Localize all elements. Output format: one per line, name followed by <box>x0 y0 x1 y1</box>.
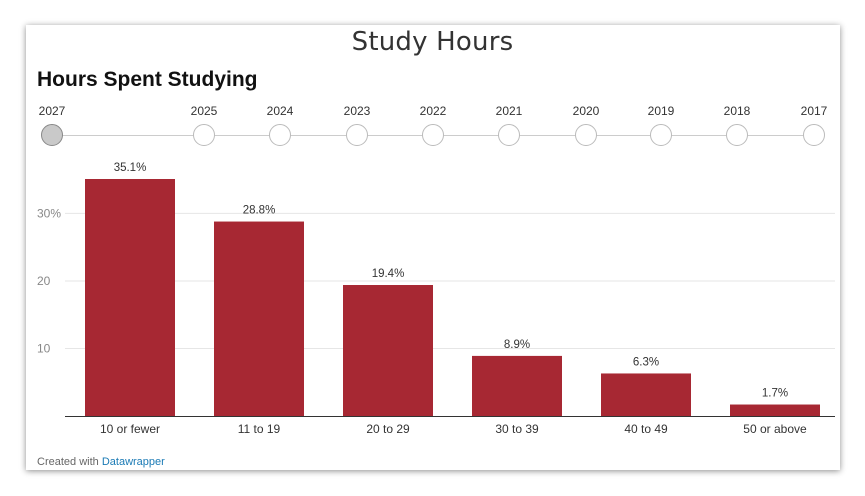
timeline-year-label-2021: 2021 <box>495 104 523 118</box>
timeline-year-label-2022: 2022 <box>419 104 447 118</box>
timeline-year-label-2018: 2018 <box>723 104 751 118</box>
timeline-dot-2022[interactable] <box>422 124 444 146</box>
timeline-dot-2023[interactable] <box>346 124 368 146</box>
timeline-year-label-2019: 2019 <box>647 104 675 118</box>
timeline-dot-2021[interactable] <box>498 124 520 146</box>
y-tick-label-30: 30% <box>37 206 61 220</box>
timeline-year-label-2025: 2025 <box>190 104 218 118</box>
value-label-2: 19.4% <box>372 268 405 280</box>
y-tick-label-20: 20 <box>37 274 51 288</box>
page-title: Study Hours <box>351 27 514 57</box>
footer-prefix: Created with <box>37 456 99 468</box>
y-tick-label-10: 10 <box>37 341 51 355</box>
value-label-0: 35.1% <box>114 162 147 174</box>
value-label-4: 6.3% <box>633 356 659 368</box>
category-label-4: 40 to 49 <box>624 422 668 436</box>
timeline-year-label-2023: 2023 <box>343 104 371 118</box>
footer-credit: Created with Datawrapper <box>37 456 165 468</box>
timeline-dot-2019[interactable] <box>650 124 672 146</box>
bar-2 <box>343 285 433 416</box>
category-label-3: 30 to 39 <box>495 422 539 436</box>
timeline-dot-2027[interactable] <box>41 124 63 146</box>
timeline-dot-2025[interactable] <box>193 124 215 146</box>
value-label-5: 1.7% <box>762 388 788 400</box>
timeline-year-label-2027: 2027 <box>38 104 66 118</box>
timeline-dot-2020[interactable] <box>575 124 597 146</box>
category-label-2: 20 to 29 <box>366 422 410 436</box>
bar-4 <box>601 373 691 416</box>
bar-5 <box>730 404 820 416</box>
datawrapper-link[interactable]: Datawrapper <box>101 456 165 468</box>
bar-3 <box>472 355 562 416</box>
timeline-dot-2018[interactable] <box>726 124 748 146</box>
bar-1 <box>214 221 304 416</box>
category-label-0: 10 or fewer <box>100 422 160 436</box>
timeline-dot-2017[interactable] <box>803 124 825 146</box>
value-label-3: 8.9% <box>504 339 530 351</box>
timeline-dot-2024[interactable] <box>269 124 291 146</box>
bar-0 <box>85 179 175 416</box>
chart-title: Hours Spent Studying <box>37 68 258 91</box>
year-timeline: 2027 2025 2024 2023 2022 2021 2020 2019 2018 2017 <box>0 0 865 160</box>
value-label-1: 28.8% <box>243 205 276 217</box>
timeline-year-label-2024: 2024 <box>266 104 294 118</box>
timeline-year-label-2017: 2017 <box>800 104 828 118</box>
timeline-year-label-2020: 2020 <box>572 104 600 118</box>
category-label-5: 50 or above <box>743 422 807 436</box>
category-label-1: 11 to 19 <box>238 422 281 436</box>
